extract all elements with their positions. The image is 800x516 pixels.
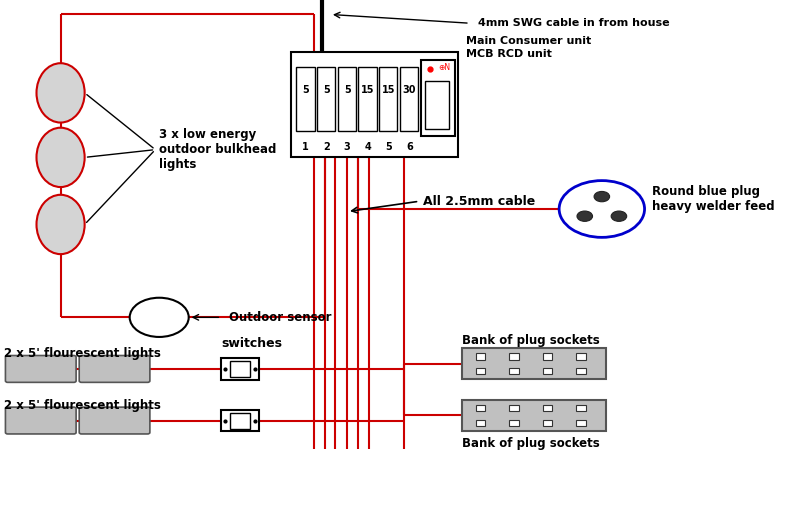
Text: 5: 5 <box>323 85 330 94</box>
Circle shape <box>611 211 626 221</box>
Bar <box>510 368 518 374</box>
Bar <box>462 348 606 379</box>
Text: 1: 1 <box>302 142 309 152</box>
Bar <box>317 68 335 131</box>
Text: 2 x 5' flourescent lights: 2 x 5' flourescent lights <box>4 398 161 412</box>
Text: Round blue plug
heavy welder feed: Round blue plug heavy welder feed <box>652 185 775 213</box>
Bar <box>576 420 586 426</box>
Bar <box>230 412 250 429</box>
FancyBboxPatch shape <box>79 407 150 434</box>
Bar <box>510 353 518 360</box>
Bar <box>476 368 486 374</box>
Bar <box>462 400 606 431</box>
Bar <box>543 353 552 360</box>
Bar <box>338 68 356 131</box>
Text: 3 x low energy
outdoor bulkhead
lights: 3 x low energy outdoor bulkhead lights <box>159 128 277 171</box>
Text: 4: 4 <box>365 142 371 152</box>
Bar <box>421 60 455 136</box>
Bar <box>576 353 586 360</box>
Text: 3: 3 <box>344 142 350 152</box>
Text: ⊕N: ⊕N <box>438 63 450 72</box>
Text: MCB RCD unit: MCB RCD unit <box>466 49 552 59</box>
Text: 15: 15 <box>361 85 374 94</box>
Bar <box>291 52 458 157</box>
Text: 2 x 5' flourescent lights: 2 x 5' flourescent lights <box>4 347 161 360</box>
Bar <box>543 405 552 411</box>
FancyBboxPatch shape <box>6 407 76 434</box>
Ellipse shape <box>37 63 85 123</box>
Circle shape <box>577 211 593 221</box>
Text: Bank of plug sockets: Bank of plug sockets <box>462 334 600 347</box>
Circle shape <box>130 298 189 337</box>
Bar <box>476 353 486 360</box>
FancyBboxPatch shape <box>79 356 150 382</box>
Circle shape <box>594 191 610 202</box>
Bar <box>576 405 586 411</box>
Bar <box>358 68 377 131</box>
Text: Main Consumer unit: Main Consumer unit <box>466 36 591 46</box>
Bar <box>510 405 518 411</box>
Text: Bank of plug sockets: Bank of plug sockets <box>462 437 600 450</box>
FancyBboxPatch shape <box>6 356 76 382</box>
Bar <box>476 405 486 411</box>
Bar <box>296 68 314 131</box>
Circle shape <box>559 181 645 237</box>
Text: All 2.5mm cable: All 2.5mm cable <box>423 195 535 208</box>
Bar <box>222 358 258 380</box>
Bar <box>230 361 250 377</box>
Bar <box>425 82 450 128</box>
Text: 5: 5 <box>302 85 309 94</box>
Text: switches: switches <box>222 336 282 350</box>
Bar <box>576 368 586 374</box>
Bar <box>543 420 552 426</box>
Text: 5: 5 <box>344 85 350 94</box>
Bar <box>222 410 258 431</box>
Text: 15: 15 <box>382 85 395 94</box>
Bar <box>476 420 486 426</box>
Ellipse shape <box>37 195 85 254</box>
Bar <box>543 368 552 374</box>
Text: Outdoor sensor: Outdoor sensor <box>229 311 331 324</box>
Text: 30: 30 <box>402 85 416 94</box>
Text: 4mm SWG cable in from house: 4mm SWG cable in from house <box>478 18 670 28</box>
Ellipse shape <box>37 128 85 187</box>
Bar <box>400 68 418 131</box>
Text: 5: 5 <box>386 142 392 152</box>
Bar <box>510 420 518 426</box>
Bar <box>379 68 398 131</box>
Text: 2: 2 <box>323 142 330 152</box>
Text: 6: 6 <box>406 142 413 152</box>
